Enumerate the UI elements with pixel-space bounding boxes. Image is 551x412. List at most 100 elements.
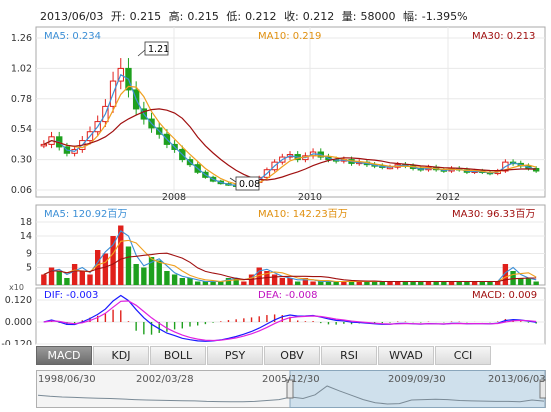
volume-bar (518, 278, 524, 285)
macd-y-tick: 0.120 (5, 295, 32, 306)
volume-bar (148, 257, 155, 285)
volume-bar (395, 281, 401, 285)
volume-bar (87, 274, 93, 285)
tab-obv[interactable]: OBV (264, 346, 320, 365)
volume-y-tick: 14 (20, 231, 32, 242)
volume-bar (110, 236, 116, 285)
volume-bar (510, 271, 516, 285)
volume-bar (256, 267, 262, 285)
volume-bar (218, 281, 224, 285)
indicator-tabs: MACD KDJ BOLL PSY OBV RSI WVAD CCI (36, 346, 546, 366)
volume-unit-label: x10 (9, 283, 24, 292)
low-value: 0.212 (245, 10, 277, 23)
low-callout: 0.08 (229, 176, 260, 191)
volume-bar (441, 281, 447, 285)
close-label: 收: (284, 10, 299, 23)
macd-dea-label: DEA: -0.008 (258, 290, 317, 301)
volume-bar (171, 274, 178, 285)
price-ma30-label: MA30: 0.213 (472, 31, 535, 42)
navigator-left-handle[interactable] (286, 379, 294, 399)
tab-wvad[interactable]: WVAD (378, 346, 434, 365)
price-x-tick: 2010 (298, 192, 322, 203)
volume-bar (418, 281, 424, 285)
open-value: 0.215 (129, 10, 162, 23)
macd-dif-label: DIF: -0.003 (44, 290, 98, 301)
high-callout-text: 1.21 (148, 44, 169, 55)
navigator-date-3: 2005/12/30 (262, 374, 320, 385)
volume-bar (318, 281, 324, 285)
volume-bar (164, 271, 170, 285)
price-y-tick: 1.26 (11, 33, 32, 44)
volume-bar (502, 264, 509, 285)
volume-bar (133, 264, 139, 285)
volume-bar (379, 281, 385, 285)
volume-y-tick: 18 (20, 217, 32, 228)
volume-bar (202, 281, 209, 285)
volume-bar (325, 281, 332, 285)
volume-bar (433, 281, 439, 285)
volume-bar (533, 281, 539, 285)
volume-bar (102, 253, 109, 285)
price-y-tick: 1.02 (11, 63, 32, 74)
volume-bar (348, 281, 355, 285)
volume-bar (187, 278, 193, 285)
change-value: -1.395% (421, 10, 468, 23)
volume-ma30-label: MA30: 96.33百万 (452, 208, 535, 220)
volume-bar (425, 281, 432, 285)
tab-psy[interactable]: PSY (207, 346, 263, 365)
navigator-right-handle[interactable] (539, 379, 546, 399)
volume-bar (356, 281, 362, 285)
price-ma10-line (43, 85, 537, 186)
volume-bar (225, 278, 232, 285)
price-y-tick: 0.54 (11, 124, 32, 135)
volume-bar (241, 281, 247, 285)
high-value: 0.215 (187, 10, 219, 23)
quote-header: 2013/06/03 开: 0.215 高: 0.215 低: 0.212 收: 0.2… (40, 8, 472, 24)
price-ma5-label: MA5: 0.234 (44, 31, 101, 42)
price-moving-averages (43, 73, 537, 187)
volume-bar (71, 264, 78, 285)
high-callout: 1.21 (137, 41, 169, 57)
tab-rsi[interactable]: RSI (321, 346, 377, 365)
volume-bar (479, 281, 485, 285)
macd-y-axis: 0.120 0.000 -0.120 (1, 295, 32, 345)
price-ma10-label: MA10: 0.219 (258, 31, 321, 42)
stock-chart[interactable]: 1.26 1.02 0.78 0.54 0.30 0.06 2008 2010 2012 MA… (0, 0, 551, 345)
range-navigator[interactable]: 1998/06/30 2002/03/28 2005/12/30 2009/09… (36, 370, 546, 408)
price-x-tick: 2008 (162, 192, 186, 203)
volume-bar (341, 281, 347, 285)
volume-bar (195, 281, 201, 285)
macd-y-tick: 0.000 (5, 317, 32, 328)
volume-bar (371, 281, 378, 285)
volume-ma10-label: MA10: 142.23百万 (258, 208, 348, 220)
macd-dea-line (43, 300, 537, 342)
volume-ma30-line (43, 252, 537, 283)
volume-bar (402, 281, 409, 285)
volume-bar (141, 267, 147, 285)
low-label: 低: (226, 10, 242, 23)
tab-cci[interactable]: CCI (435, 346, 491, 365)
volume-bars (41, 225, 539, 285)
volume-bar (387, 281, 393, 285)
navigator-date-2: 2002/03/28 (136, 374, 194, 385)
volume-bar (456, 281, 462, 285)
volume-bar (125, 246, 132, 285)
volume-moving-averages (43, 230, 537, 283)
tab-kdj[interactable]: KDJ (93, 346, 149, 365)
volume-bar (471, 281, 478, 285)
volume-y-axis: 18 14 9 5 (20, 217, 32, 274)
tab-boll[interactable]: BOLL (150, 346, 206, 365)
volume-bar (156, 260, 162, 285)
volume-bar (487, 281, 493, 285)
volume-bar (271, 274, 278, 285)
volume-bar (295, 281, 301, 285)
volume-ma5-label: MA5: 120.92百万 (44, 208, 127, 220)
volume-bar (118, 225, 124, 285)
volume-bar (495, 281, 501, 285)
price-y-tick: 0.30 (11, 155, 32, 166)
candle-body (40, 143, 48, 147)
tab-macd[interactable]: MACD (36, 346, 92, 365)
price-x-tick: 2012 (436, 192, 460, 203)
macd-lines (43, 294, 537, 342)
price-x-axis: 2008 2010 2012 (162, 192, 460, 203)
